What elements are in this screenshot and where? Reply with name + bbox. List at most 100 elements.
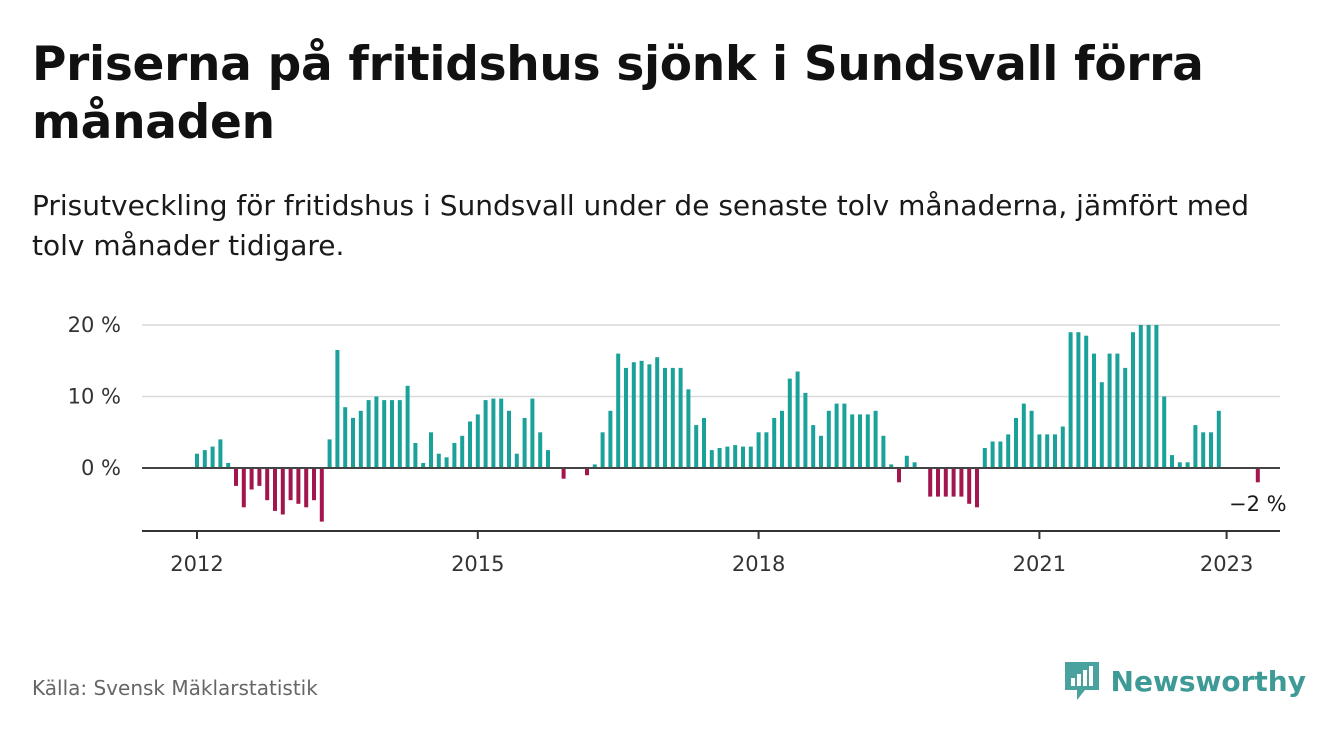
bar bbox=[514, 453, 519, 468]
bar bbox=[756, 432, 761, 469]
bar bbox=[1053, 434, 1057, 468]
bar bbox=[218, 439, 223, 468]
bar bbox=[733, 445, 738, 468]
bar bbox=[397, 400, 402, 468]
bar bbox=[647, 364, 652, 468]
bar bbox=[1123, 367, 1128, 468]
brand-name: Newsworthy bbox=[1110, 664, 1306, 698]
bar bbox=[803, 392, 808, 468]
bar bbox=[1201, 432, 1206, 469]
bar bbox=[210, 446, 215, 469]
bar bbox=[725, 446, 730, 469]
bar bbox=[319, 468, 324, 522]
bar bbox=[1107, 353, 1112, 468]
bar bbox=[1170, 455, 1174, 468]
bar bbox=[787, 378, 792, 468]
bar bbox=[257, 468, 262, 486]
brand-logo: Newsworthy bbox=[1063, 660, 1306, 702]
bar bbox=[1099, 382, 1104, 468]
bar bbox=[468, 421, 472, 468]
bar bbox=[990, 441, 995, 468]
bar bbox=[951, 468, 956, 497]
bar bbox=[897, 468, 901, 483]
bar bbox=[1131, 332, 1135, 468]
bar bbox=[702, 417, 706, 468]
bar bbox=[1021, 403, 1026, 468]
price-change-bar-chart: 0 % 10 % 20 % 2012 2015 2018 2021 2023 −2 % bbox=[68, 313, 1287, 576]
bar bbox=[499, 398, 504, 468]
bar bbox=[1060, 426, 1065, 468]
bars bbox=[195, 325, 1260, 522]
bar bbox=[1185, 462, 1190, 468]
bar bbox=[475, 414, 480, 468]
y-tick-label: 0 % bbox=[81, 456, 121, 480]
bar bbox=[522, 417, 527, 468]
x-tick-label: 2015 bbox=[451, 552, 504, 576]
bar bbox=[631, 362, 636, 468]
bar bbox=[1006, 434, 1011, 468]
source-note: Källa: Svensk Mäklarstatistik bbox=[32, 676, 318, 700]
bar bbox=[1014, 417, 1018, 468]
bar bbox=[608, 410, 613, 468]
bar bbox=[865, 414, 870, 468]
y-tick-label: 20 % bbox=[68, 313, 121, 337]
bar bbox=[234, 468, 238, 486]
bar bbox=[343, 407, 348, 468]
newsworthy-logo-icon bbox=[1064, 662, 1099, 700]
bar bbox=[1209, 432, 1213, 469]
y-tick-label: 10 % bbox=[68, 385, 121, 409]
bar bbox=[530, 398, 535, 468]
bar bbox=[1177, 462, 1182, 468]
bar bbox=[850, 414, 855, 468]
bar bbox=[826, 410, 831, 468]
bar bbox=[592, 464, 597, 468]
bar bbox=[1255, 468, 1260, 483]
bar bbox=[1045, 434, 1050, 468]
bar bbox=[600, 432, 605, 469]
bar bbox=[249, 468, 254, 490]
bar bbox=[717, 448, 722, 468]
bar bbox=[795, 371, 800, 468]
bar bbox=[1115, 353, 1120, 468]
bar bbox=[936, 468, 940, 497]
bar bbox=[405, 385, 410, 468]
bar bbox=[709, 450, 714, 468]
bar bbox=[366, 400, 371, 468]
x-axis-tick-labels: 2012 2015 2018 2021 2023 bbox=[170, 531, 1253, 576]
bar bbox=[873, 410, 878, 468]
bar bbox=[483, 400, 488, 468]
bar bbox=[382, 400, 387, 468]
gridlines bbox=[142, 324, 1280, 398]
bar bbox=[296, 468, 301, 504]
bar bbox=[1076, 332, 1081, 468]
chart-subtitle: Prisutveckling för fritidshus i Sundsval… bbox=[32, 189, 1250, 262]
bar bbox=[374, 396, 379, 468]
bar bbox=[678, 367, 683, 468]
bar bbox=[967, 468, 972, 504]
bar bbox=[764, 432, 769, 469]
bar bbox=[273, 468, 277, 511]
bar bbox=[686, 389, 691, 468]
bar bbox=[288, 468, 293, 501]
bar bbox=[772, 417, 777, 468]
bar bbox=[1216, 410, 1221, 468]
bar bbox=[982, 448, 987, 468]
bar bbox=[959, 468, 964, 497]
bar bbox=[358, 410, 363, 468]
chart-title: Priserna på fritidshus sjönk i Sundsvall… bbox=[32, 37, 1204, 150]
x-tick-label: 2012 bbox=[170, 552, 223, 576]
bar bbox=[436, 453, 441, 468]
last-value-label: −2 % bbox=[1229, 492, 1287, 516]
x-tick-label: 2023 bbox=[1200, 552, 1253, 576]
bar bbox=[1068, 332, 1073, 468]
bar bbox=[421, 463, 426, 468]
bar bbox=[312, 468, 316, 501]
bar bbox=[1162, 396, 1167, 468]
bar bbox=[1092, 353, 1096, 468]
bar bbox=[998, 441, 1003, 468]
bar bbox=[1154, 325, 1159, 468]
bar bbox=[655, 357, 660, 468]
bar bbox=[226, 463, 231, 468]
bar bbox=[413, 443, 418, 468]
bar bbox=[834, 403, 839, 468]
